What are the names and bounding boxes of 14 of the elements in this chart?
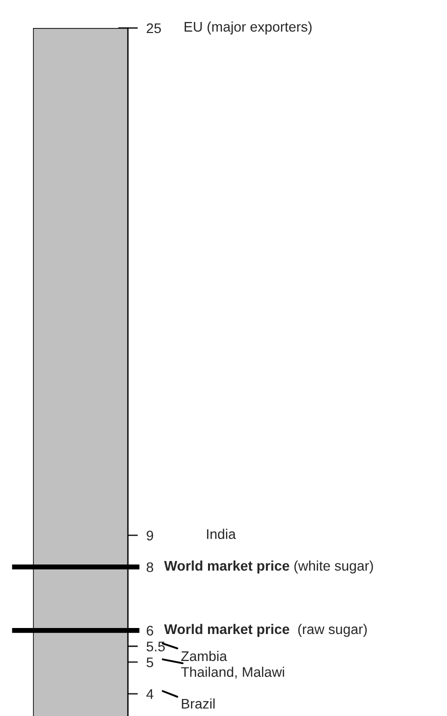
y-tick-label: 5.5 xyxy=(146,642,165,652)
text: India xyxy=(207,528,236,540)
text: Thailand, Malawi xyxy=(181,666,284,679)
y-tick-label: 9 xyxy=(146,530,154,540)
ref-line-label: World market price (white sugar) xyxy=(164,560,373,574)
text: Zambia xyxy=(181,650,228,662)
y-tick-label: 5 xyxy=(146,658,154,668)
ref-line-label: World market price (raw sugar) xyxy=(164,624,367,637)
y-tick-label: 6 xyxy=(146,626,154,636)
y-tick-label: 25 xyxy=(146,23,161,34)
text: EU (major exporters) xyxy=(184,22,312,34)
text: Brazil xyxy=(182,698,215,709)
y-tick-label: 8 xyxy=(146,562,154,572)
y-tick-label: 4 xyxy=(146,689,154,699)
